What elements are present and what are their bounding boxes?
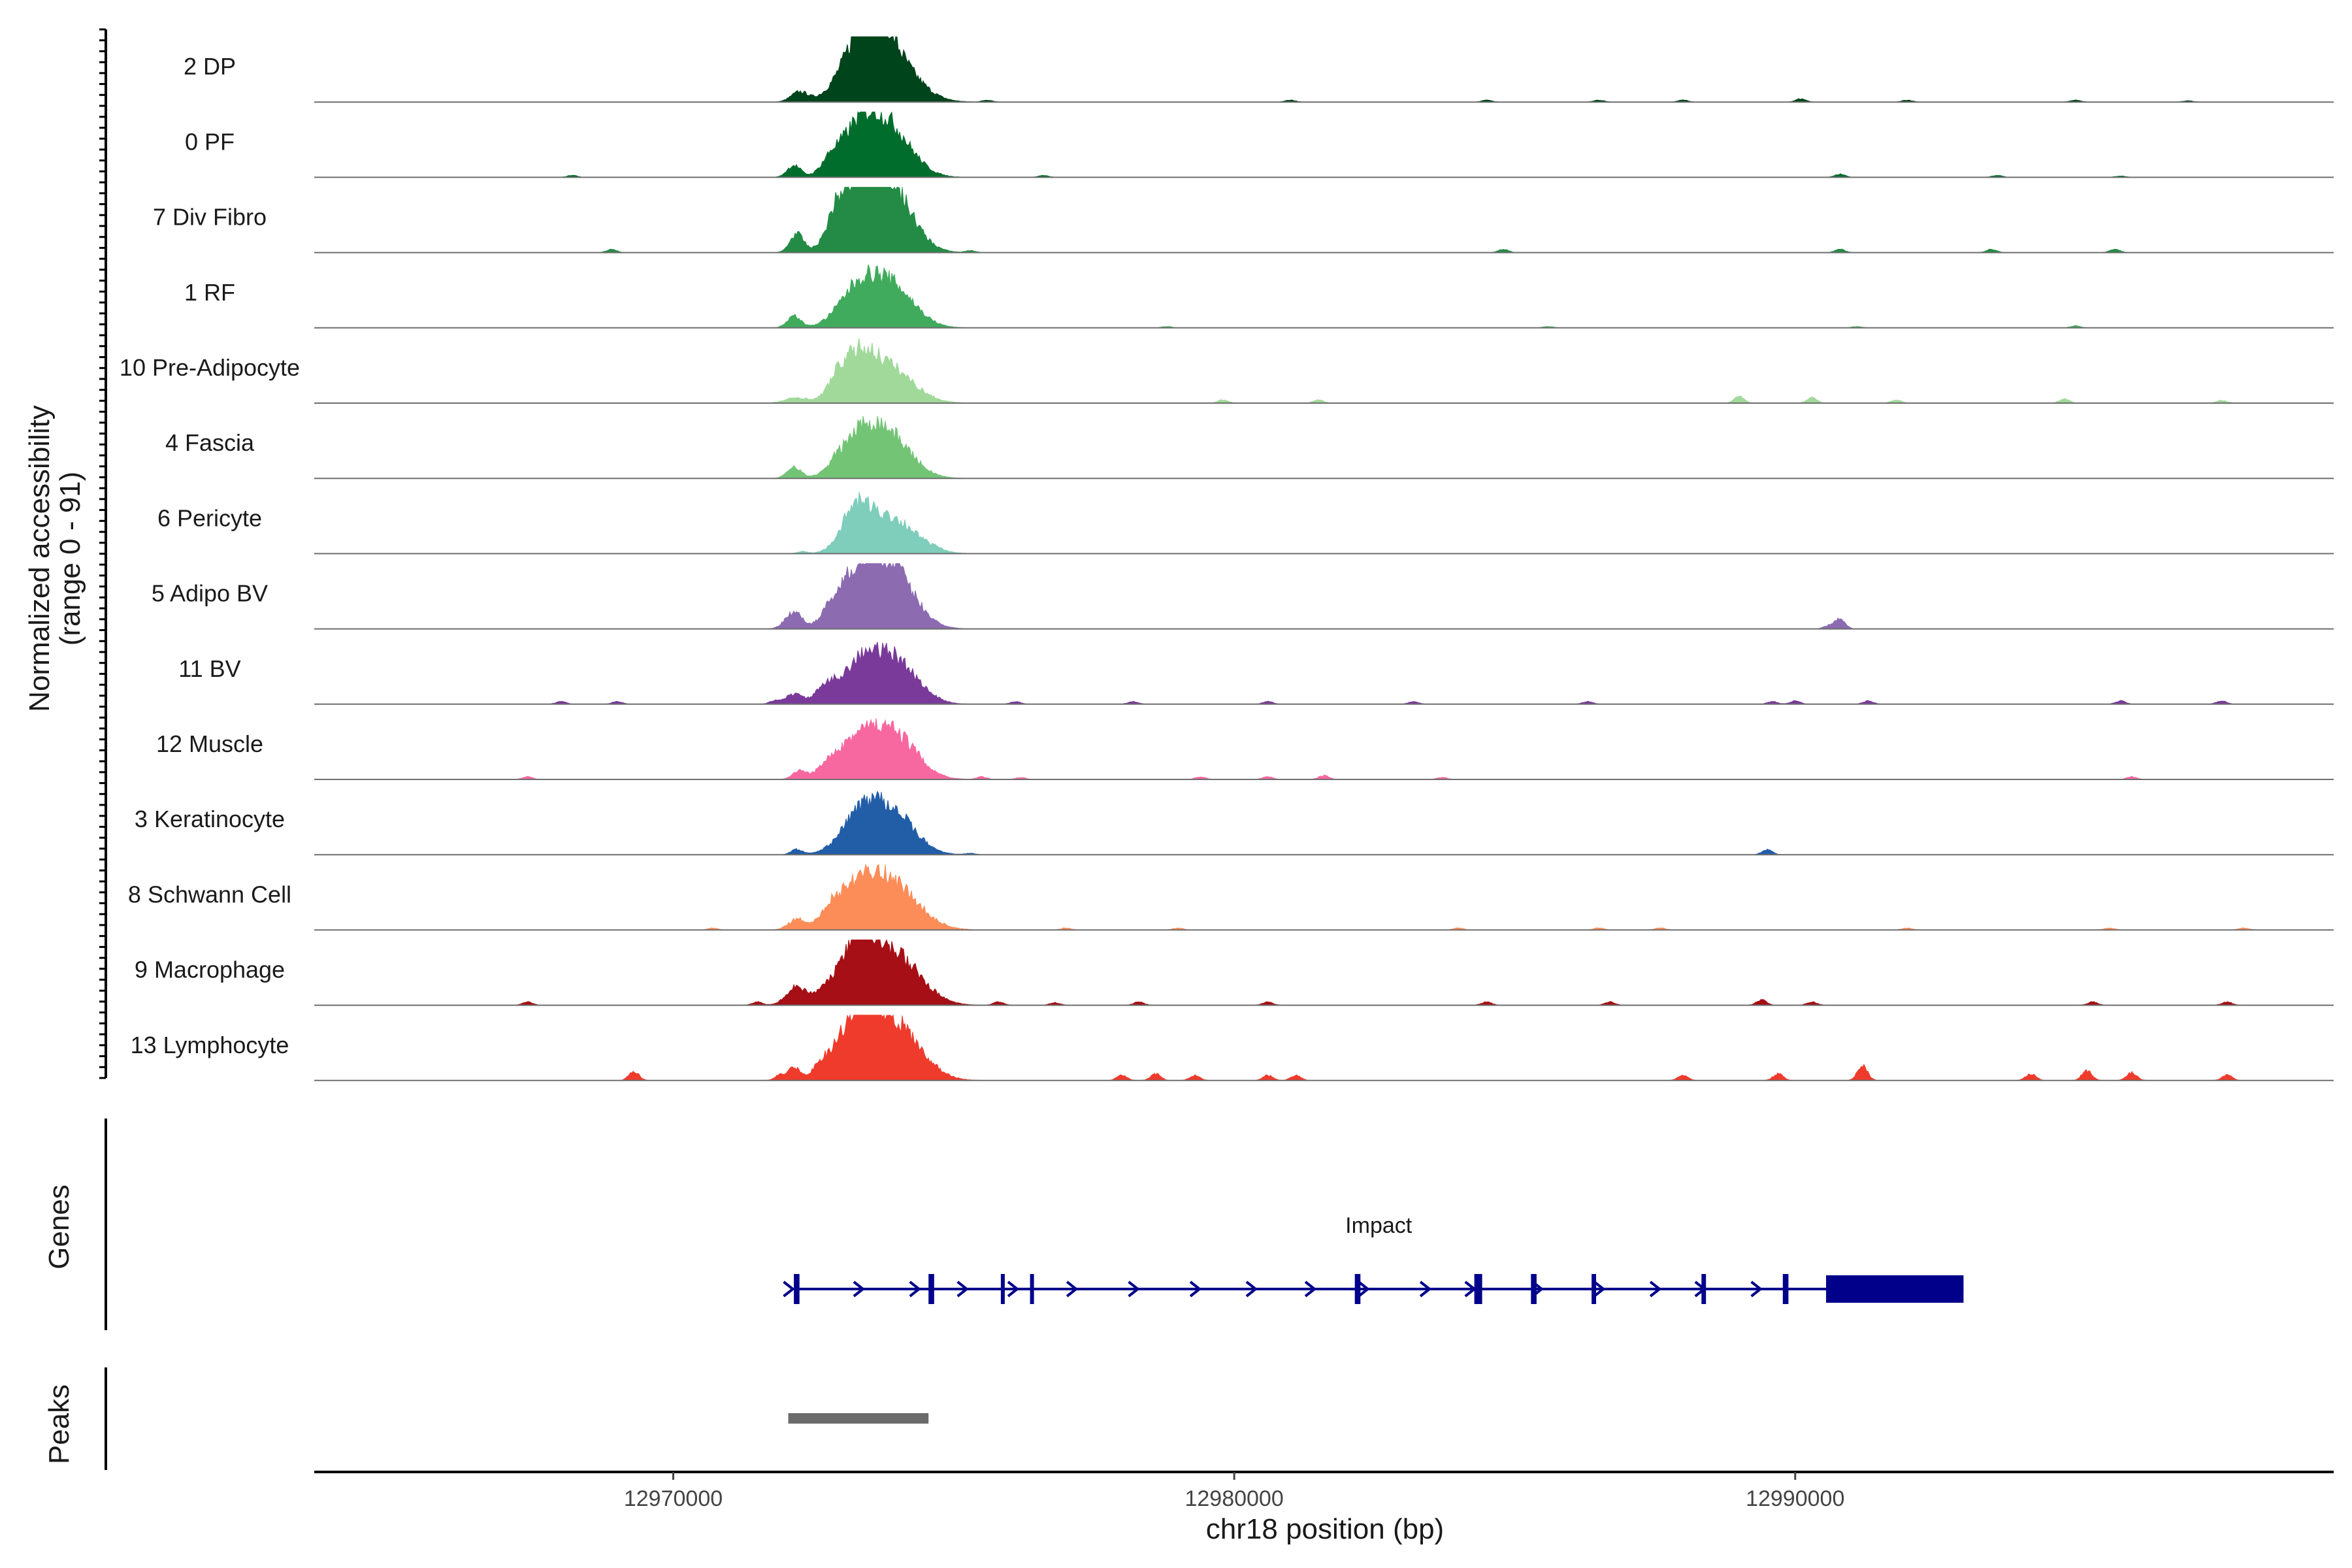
track-1: 0 PF	[185, 111, 2334, 178]
gene-model-impact	[783, 1274, 1964, 1304]
coverage-area	[314, 791, 2334, 855]
strand-arrow	[1593, 1281, 1606, 1298]
coverage-area	[314, 863, 2334, 930]
gene-name-label: Impact	[1345, 1213, 1413, 1238]
track-label: 0 PF	[185, 128, 235, 155]
strand-arrow	[1189, 1281, 1202, 1298]
track-6: 6 Pericyte	[157, 491, 2334, 555]
exon	[1531, 1274, 1537, 1304]
exon	[794, 1274, 800, 1304]
track-label: 11 BV	[178, 655, 240, 682]
genes-panel: Genes Impact	[43, 1119, 1964, 1330]
peak-bars	[788, 1413, 929, 1424]
track-label: 6 Pericyte	[157, 504, 262, 531]
strand-arrow	[1419, 1281, 1432, 1298]
track-10: 3 Keratinocyte	[135, 791, 2334, 856]
track-7: 5 Adipo BV	[152, 562, 2334, 630]
track-label: 5 Adipo BV	[152, 580, 268, 607]
x-tick-label: 12990000	[1746, 1486, 1844, 1511]
coverage-area	[314, 186, 2334, 253]
exon	[1030, 1274, 1034, 1304]
track-label: 13 Lymphocyte	[131, 1032, 289, 1058]
track-label: 10 Pre-Adipocyte	[120, 354, 300, 381]
strand-arrow	[783, 1281, 795, 1298]
track-9: 12 Muscle	[156, 718, 2334, 780]
coverage-area	[314, 491, 2334, 554]
strand-arrow	[1649, 1281, 1662, 1298]
coverage-tracks: 2 DP 0 PF 7 Div Fibro 1 RF 10 Pre-Adipocyte 4…	[120, 36, 2334, 1081]
track-11: 8 Schwann Cell	[128, 863, 2334, 931]
track-label: 3 Keratinocyte	[135, 806, 285, 832]
track-8: 11 BV	[178, 642, 2334, 705]
strand-arrow	[1066, 1281, 1079, 1298]
y-axis-title: Normalized accessibility	[24, 405, 56, 711]
coverage-area	[314, 1013, 2334, 1081]
coverage-area	[314, 338, 2334, 404]
strand-arrow	[956, 1281, 969, 1298]
exon	[1474, 1274, 1482, 1304]
track-label: 2 DP	[184, 53, 236, 80]
peaks-panel: Peaks	[43, 1367, 929, 1470]
track-label: 9 Macrophage	[135, 956, 285, 983]
coverage-area	[314, 264, 2334, 329]
track-0: 2 DP	[184, 36, 2334, 103]
strand-arrow	[1245, 1281, 1258, 1298]
peak-bar	[788, 1413, 929, 1424]
y-axis-ticks	[99, 28, 107, 1079]
exon	[1354, 1274, 1361, 1304]
track-label: 12 Muscle	[156, 730, 263, 757]
exon	[1592, 1274, 1596, 1304]
strand-arrow	[1007, 1281, 1020, 1298]
strand-arrow	[1750, 1281, 1763, 1298]
genes-title: Genes	[43, 1184, 75, 1269]
track-label: 7 Div Fibro	[153, 204, 267, 231]
coverage-area	[314, 416, 2334, 479]
exon	[1000, 1274, 1005, 1304]
coverage-area	[314, 111, 2334, 178]
x-tick-label: 12970000	[624, 1486, 723, 1511]
x-tick-label: 12980000	[1184, 1486, 1283, 1511]
coverage-area	[314, 718, 2334, 780]
x-axis-ticks: 12970000 12980000 12990000	[314, 1471, 2334, 1511]
track-label: 8 Schwann Cell	[128, 881, 291, 907]
exon	[928, 1274, 934, 1304]
strand-arrow	[1358, 1281, 1370, 1298]
track-label: 4 Fascia	[165, 429, 255, 456]
coverage-area	[314, 939, 2334, 1006]
y-axis-range: (range 0 - 91)	[54, 472, 86, 646]
exon	[1701, 1274, 1707, 1304]
strand-arrow	[1304, 1281, 1317, 1298]
track-2: 7 Div Fibro	[153, 186, 2334, 253]
strand-arrow	[1128, 1281, 1140, 1298]
coverage-area	[314, 562, 2334, 630]
track-4: 10 Pre-Adipocyte	[120, 338, 2334, 404]
coverage-area	[314, 36, 2334, 103]
exon	[1782, 1274, 1789, 1304]
coverage-area	[314, 642, 2334, 705]
track-label: 1 RF	[184, 279, 235, 306]
y-axis: Normalized accessibility (range 0 - 91)	[24, 28, 107, 1079]
x-axis: 12970000 12980000 12990000 chr18 position …	[314, 1471, 2334, 1545]
track-5: 4 Fascia	[165, 416, 2334, 480]
strand-arrow	[853, 1281, 866, 1298]
track-13: 13 Lymphocyte	[131, 1013, 2334, 1081]
track-3: 1 RF	[184, 264, 2334, 329]
strand-arrow	[909, 1281, 921, 1298]
exon	[1826, 1275, 1964, 1303]
track-12: 9 Macrophage	[135, 939, 2334, 1006]
peaks-title: Peaks	[43, 1384, 75, 1464]
x-axis-title: chr18 position (bp)	[1206, 1513, 1444, 1545]
